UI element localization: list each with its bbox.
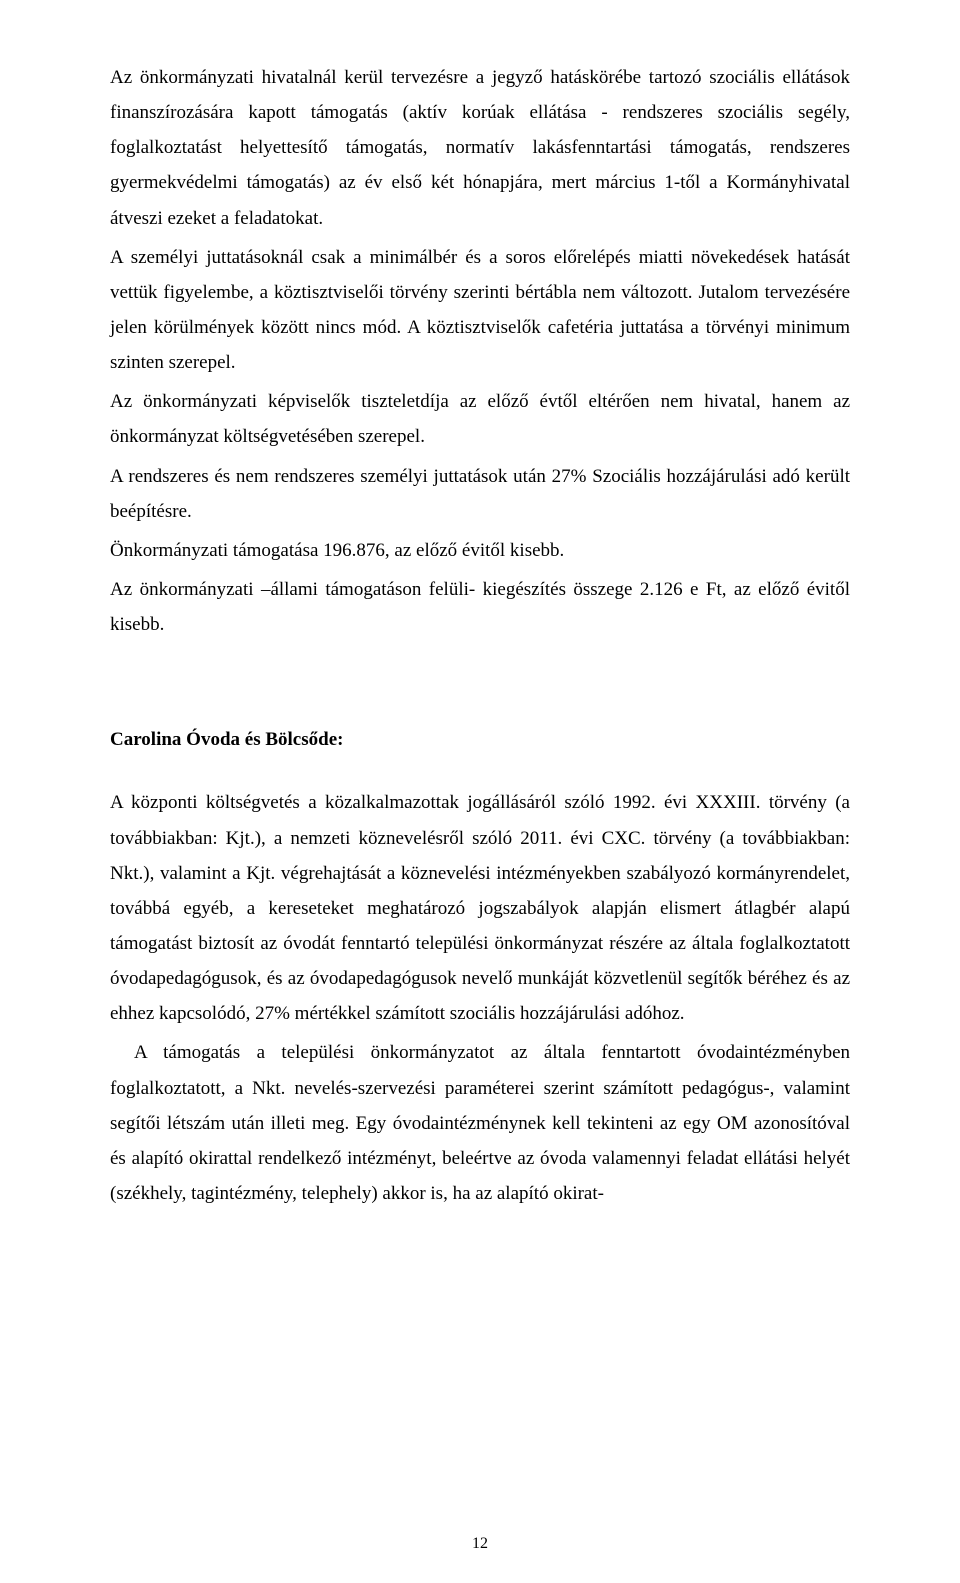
paragraph: Az önkormányzati –állami támogatáson fel… [110,572,850,642]
paragraph: Az önkormányzati hivatalnál kerül tervez… [110,60,850,236]
paragraph: A személyi juttatásoknál csak a minimálb… [110,240,850,381]
page-number: 12 [0,1535,960,1553]
paragraph: Önkormányzati támogatása 196.876, az elő… [110,533,850,568]
paragraph: Az önkormányzati képviselők tiszteletdíj… [110,384,850,454]
section-heading: Carolina Óvoda és Bölcsőde: [110,722,850,757]
document-page: Az önkormányzati hivatalnál kerül tervez… [0,0,960,1583]
paragraph: A támogatás a települési önkormányzatot … [110,1035,850,1211]
paragraph: A rendszeres és nem rendszeres személyi … [110,459,850,529]
paragraph: A központi költségvetés a közalkalmazott… [110,785,850,1031]
